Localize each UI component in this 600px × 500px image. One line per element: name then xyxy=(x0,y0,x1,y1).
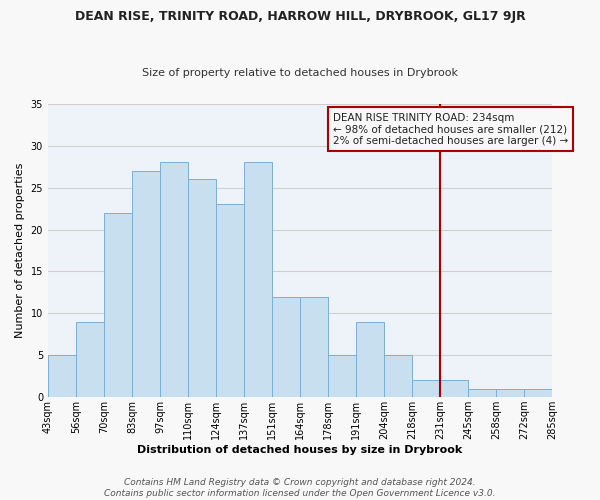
Bar xyxy=(188,179,216,397)
Bar xyxy=(244,162,272,397)
Bar xyxy=(76,322,104,397)
Bar xyxy=(160,162,188,397)
Bar xyxy=(412,380,440,397)
Bar xyxy=(356,322,384,397)
Bar xyxy=(48,356,76,397)
X-axis label: Distribution of detached houses by size in Drybrook: Distribution of detached houses by size … xyxy=(137,445,463,455)
Text: DEAN RISE TRINITY ROAD: 234sqm
← 98% of detached houses are smaller (212)
2% of : DEAN RISE TRINITY ROAD: 234sqm ← 98% of … xyxy=(333,112,568,146)
Text: Contains HM Land Registry data © Crown copyright and database right 2024.
Contai: Contains HM Land Registry data © Crown c… xyxy=(104,478,496,498)
Y-axis label: Number of detached properties: Number of detached properties xyxy=(15,163,25,338)
Bar xyxy=(328,356,356,397)
Text: DEAN RISE, TRINITY ROAD, HARROW HILL, DRYBROOK, GL17 9JR: DEAN RISE, TRINITY ROAD, HARROW HILL, DR… xyxy=(74,10,526,23)
Bar xyxy=(524,389,552,397)
Bar xyxy=(300,296,328,397)
Bar xyxy=(132,171,160,397)
Bar xyxy=(496,389,524,397)
Bar xyxy=(468,389,496,397)
Bar xyxy=(104,213,132,397)
Bar xyxy=(272,296,300,397)
Title: Size of property relative to detached houses in Drybrook: Size of property relative to detached ho… xyxy=(142,68,458,78)
Bar xyxy=(440,380,468,397)
Bar xyxy=(384,356,412,397)
Bar xyxy=(216,204,244,397)
